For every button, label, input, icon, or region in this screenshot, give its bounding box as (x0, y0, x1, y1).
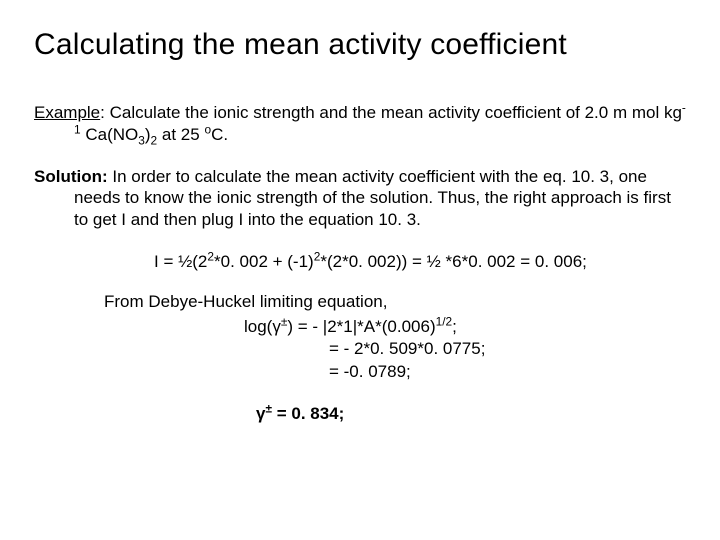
eqI-mid1: *0. 002 + (-1) (214, 252, 314, 271)
example-text-2: Ca(NO (81, 125, 139, 144)
eqlog-sup2: 1/2 (436, 314, 453, 328)
solution-text: In order to calculate the mean activity … (74, 167, 671, 230)
example-text-5: C. (211, 125, 228, 144)
example-sub-1: 3 (138, 133, 145, 147)
eqlog-post: ; (452, 317, 457, 336)
example-text-1: : Calculate the ionic strength and the m… (100, 103, 682, 122)
eqI-pre: I = ½(2 (154, 252, 207, 271)
eqlog-pre: log(γ (244, 317, 281, 336)
equation-gamma-result: γ± = 0. 834; (256, 403, 686, 425)
eqlog-mid1: ) = - |2*1|*A*(0.006) (287, 317, 435, 336)
equation-log-gamma: log(γ±) = - |2*1|*A*(0.006)1/2; (244, 316, 686, 338)
equation-ionic-strength: I = ½(22*0. 002 + (-1)2*(2*0. 002)) = ½ … (154, 251, 686, 273)
solution-label: Solution: (34, 167, 108, 186)
example-label: Example (34, 103, 100, 122)
eqg-post: = 0. 834; (272, 404, 344, 423)
eqI-mid2: *(2*0. 002)) = ½ *6*0. 002 = 0. 006; (320, 252, 587, 271)
slide-title: Calculating the mean activity coefficien… (34, 28, 686, 62)
example-paragraph: Example: Calculate the ionic strength an… (34, 102, 686, 146)
equation-from-text: From Debye-Huckel limiting equation, (104, 291, 686, 313)
example-text-4: at 25 (157, 125, 204, 144)
equation-line-3: = -0. 0789; (329, 361, 686, 383)
solution-paragraph: Solution: In order to calculate the mean… (34, 166, 686, 231)
equation-line-2: = - 2*0. 509*0. 0775; (329, 338, 686, 360)
